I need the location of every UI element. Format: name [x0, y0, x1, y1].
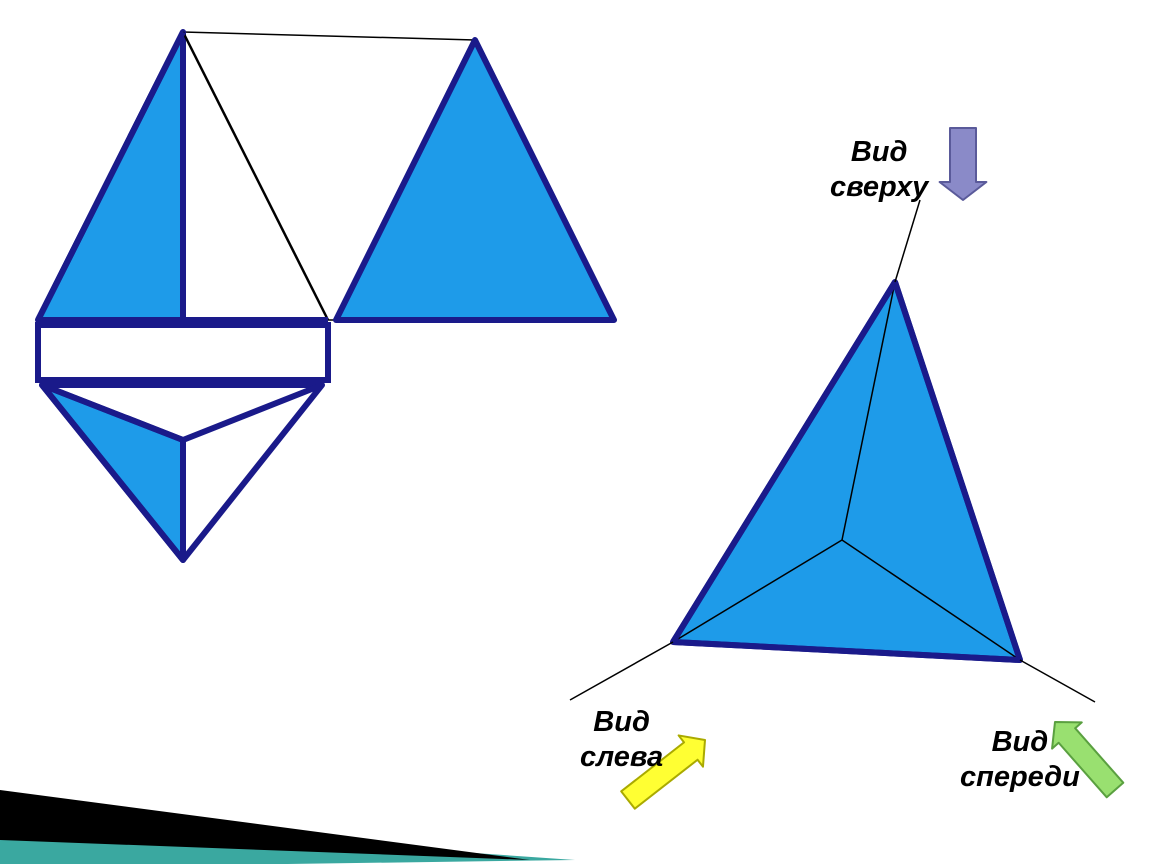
label-front-view: Вид спереди: [960, 725, 1080, 795]
label-top-view: Вид сверху: [830, 135, 928, 205]
label-front-line2: спереди: [960, 761, 1080, 793]
side-view-triangle: [336, 40, 614, 320]
axis-line-top: [895, 200, 920, 282]
front-view-right-edge: [183, 32, 328, 320]
axis-line-right: [1020, 660, 1095, 702]
label-left-view: Вид слева: [580, 705, 663, 775]
arrow-top-icon: [940, 128, 987, 200]
label-top-line2: сверху: [830, 171, 928, 203]
label-left-line2: слева: [580, 741, 663, 773]
label-left-line1: Вид: [593, 706, 650, 738]
label-top-line1: Вид: [851, 136, 908, 168]
tetra-front-face: [673, 282, 1020, 660]
projection-rect: [38, 325, 328, 380]
projection-connector-top: [183, 32, 475, 40]
label-front-line1: Вид: [992, 726, 1049, 758]
axis-line-left: [570, 642, 673, 700]
